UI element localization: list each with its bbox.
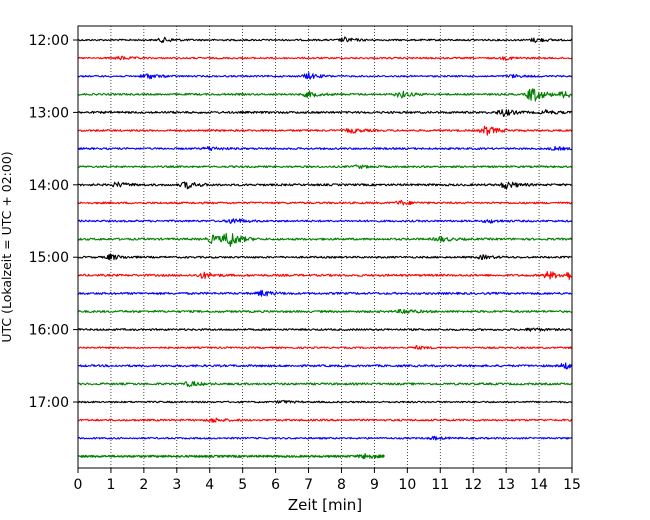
y-tick-label: 12:00 <box>29 33 69 49</box>
x-tick-label: 4 <box>205 477 214 493</box>
seismic-trace <box>77 362 573 370</box>
seismic-trace <box>77 271 573 280</box>
seismic-trace <box>78 308 573 315</box>
x-tick-label: 7 <box>304 477 313 493</box>
plot-frame <box>77 25 573 469</box>
seismic-trace <box>77 181 573 190</box>
seismic-trace <box>77 232 573 247</box>
seismic-trace <box>77 164 573 170</box>
x-tick-label: 15 <box>563 477 581 493</box>
x-tick-label: 10 <box>398 477 416 493</box>
seismic-trace <box>77 88 573 102</box>
x-axis-ticks: 0 1 2 3 4 5 6 7 8 9 10 11 12 13 14 15 <box>74 468 581 493</box>
seismic-trace <box>77 145 573 151</box>
trace-group <box>77 36 573 460</box>
seismic-trace <box>77 72 573 80</box>
seismic-trace <box>77 199 573 206</box>
x-tick-label: 14 <box>530 477 548 493</box>
y-tick-label: 13:00 <box>29 105 69 121</box>
seismic-trace <box>77 453 385 460</box>
x-tick-label: 1 <box>106 477 115 493</box>
seismic-trace <box>77 417 573 423</box>
seismic-trace <box>77 109 573 117</box>
seismic-trace <box>77 345 573 350</box>
x-tick-label: 5 <box>238 477 247 493</box>
x-tick-label: 12 <box>464 477 482 493</box>
y-tick-label: 17:00 <box>29 395 69 411</box>
x-tick-label: 11 <box>431 477 449 493</box>
seismic-trace <box>77 381 573 388</box>
seismic-trace <box>77 435 573 441</box>
y-axis-ticks: 12:00 13:00 14:00 15:00 16:00 17:00 <box>29 33 78 411</box>
seismic-trace <box>77 125 573 136</box>
x-axis-label: Zeit [min] <box>288 496 362 514</box>
seismic-trace <box>77 55 573 61</box>
seismic-trace <box>77 399 573 404</box>
y-tick-label: 15:00 <box>29 250 69 266</box>
x-tick-label: 6 <box>271 477 280 493</box>
seismic-trace <box>77 218 573 225</box>
seismic-trace <box>77 36 573 44</box>
seismic-trace <box>77 253 573 261</box>
x-tick-label: 0 <box>74 477 83 493</box>
y-tick-label: 16:00 <box>29 323 69 339</box>
x-tick-label: 9 <box>370 477 379 493</box>
x-tick-label: 8 <box>337 477 346 493</box>
seismic-trace <box>77 327 573 332</box>
x-tick-label: 2 <box>139 477 148 493</box>
y-axis-label: UTC (Lokalzeit = UTC + 02:00) <box>0 151 14 342</box>
x-tick-label: 3 <box>172 477 181 493</box>
y-tick-label: 14:00 <box>29 178 69 194</box>
x-tick-label: 13 <box>497 477 515 493</box>
seismic-trace <box>77 289 573 297</box>
